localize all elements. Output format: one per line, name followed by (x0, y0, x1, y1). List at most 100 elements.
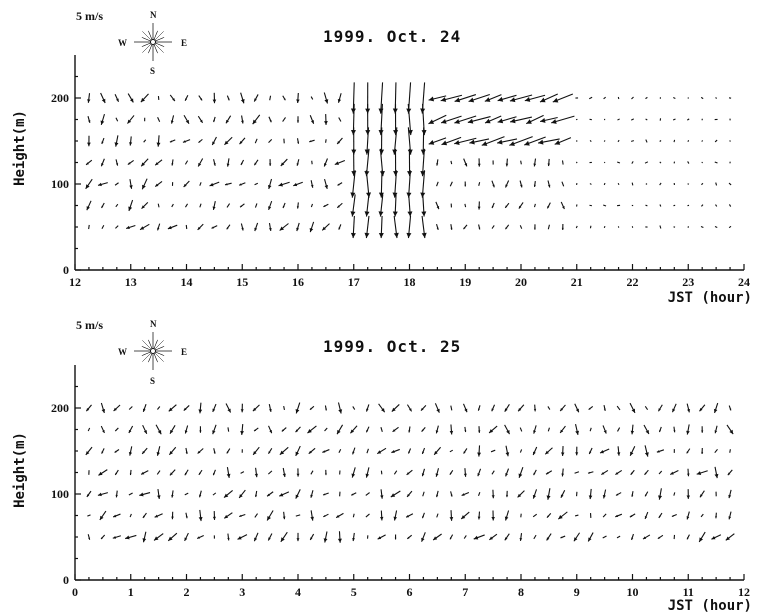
wind-arrow (239, 513, 246, 518)
wind-arrow (546, 512, 552, 519)
wind-arrow (393, 510, 398, 521)
compass-center (150, 348, 156, 354)
wind-arrow (283, 405, 285, 411)
wind-arrow (505, 468, 510, 477)
wind-arrow (378, 82, 384, 114)
wind-arrow (700, 204, 704, 207)
wind-arrow (241, 115, 244, 124)
wind-arrow (337, 93, 342, 103)
wind-arrow (365, 82, 371, 114)
x-tick-label: 12 (69, 275, 81, 289)
wind-arrow (589, 204, 593, 207)
wind-arrow (254, 138, 258, 144)
wind-arrow (337, 531, 342, 543)
wind-arrow (282, 467, 286, 478)
wind-arrow (659, 140, 662, 142)
wind-arrow (198, 469, 203, 476)
wind-arrow (436, 490, 439, 498)
wind-arrow (518, 466, 524, 479)
wind-arrow (309, 115, 315, 124)
wind-arrow (338, 117, 342, 122)
wind-arrow (212, 92, 217, 104)
wind-arrow (468, 93, 490, 103)
wind-arrow (631, 161, 634, 164)
wind-arrow (449, 469, 454, 476)
wind-arrow (240, 223, 244, 231)
wind-arrow (184, 160, 189, 165)
wind-arrow (267, 178, 273, 190)
wind-arrow (714, 448, 718, 454)
wind-arrow (574, 514, 579, 517)
wind-arrow (631, 118, 634, 121)
wind-arrow (323, 203, 329, 208)
compass-s-label: S (150, 376, 155, 386)
wind-arrow (85, 178, 93, 190)
wind-arrow (182, 139, 191, 143)
wind-arrow (266, 491, 274, 497)
wind-arrow (545, 470, 553, 475)
wind-arrow (517, 490, 525, 498)
x-tick-label: 18 (404, 275, 416, 289)
wind-arrow (574, 471, 580, 474)
wind-arrow (267, 447, 273, 455)
wind-arrow (115, 490, 118, 498)
wind-arrow (441, 136, 462, 146)
wind-arrow (450, 160, 453, 165)
wind-arrow (296, 92, 300, 104)
wind-arrow (154, 181, 163, 187)
wind-arrow (154, 513, 163, 518)
wind-arrow (631, 533, 634, 541)
wind-arrow (629, 402, 636, 414)
wind-arrow (406, 534, 413, 540)
wind-arrow (714, 425, 718, 434)
wind-arrow (575, 225, 578, 229)
wind-arrow (87, 116, 91, 123)
wind-arrow (269, 95, 272, 101)
wind-arrow (350, 170, 356, 198)
wind-arrow (223, 512, 233, 519)
wind-arrow (282, 202, 286, 209)
wind-arrow (491, 489, 495, 499)
x-tick-label: 11 (683, 585, 694, 599)
wind-arrow (198, 509, 203, 522)
wind-arrow (687, 140, 690, 142)
wind-arrow (169, 139, 176, 143)
wind-arrow (478, 426, 481, 433)
wind-arrow (629, 446, 636, 456)
x-tick-label: 21 (571, 275, 583, 289)
wind-arrow (491, 202, 495, 209)
wind-arrow (491, 470, 495, 475)
wind-arrow (169, 94, 176, 102)
wind-arrow (644, 445, 649, 457)
wind-arrow (88, 224, 90, 230)
wind-arrow (125, 534, 137, 540)
wind-arrow (406, 490, 413, 498)
wind-arrow (561, 223, 564, 231)
wind-arrow (225, 403, 232, 413)
wind-arrow (552, 93, 574, 103)
wind-arrow (184, 95, 189, 101)
wind-arrow (183, 114, 190, 125)
wind-arrow (504, 180, 510, 188)
wind-arrow (184, 469, 189, 476)
wind-arrow (350, 215, 356, 239)
wind-arrow (658, 470, 663, 475)
wind-arrow (115, 225, 119, 229)
wind-arrow (602, 535, 607, 539)
wind-arrow (406, 82, 412, 114)
wind-arrow (323, 158, 328, 167)
wind-arrow (539, 116, 558, 123)
wind-arrow (308, 447, 316, 455)
wind-arrow (101, 202, 105, 209)
wind-arrow (196, 535, 204, 539)
wind-arrow (87, 534, 91, 540)
wind-arrow (279, 491, 290, 497)
wind-arrow (603, 204, 607, 207)
wind-arrow (267, 470, 273, 475)
wind-arrow (393, 470, 398, 475)
wind-arrow (157, 406, 161, 410)
wind-arrow (463, 158, 468, 167)
wind-arrow (282, 117, 286, 122)
wind-arrow (657, 404, 663, 412)
wind-arrow (603, 161, 606, 164)
